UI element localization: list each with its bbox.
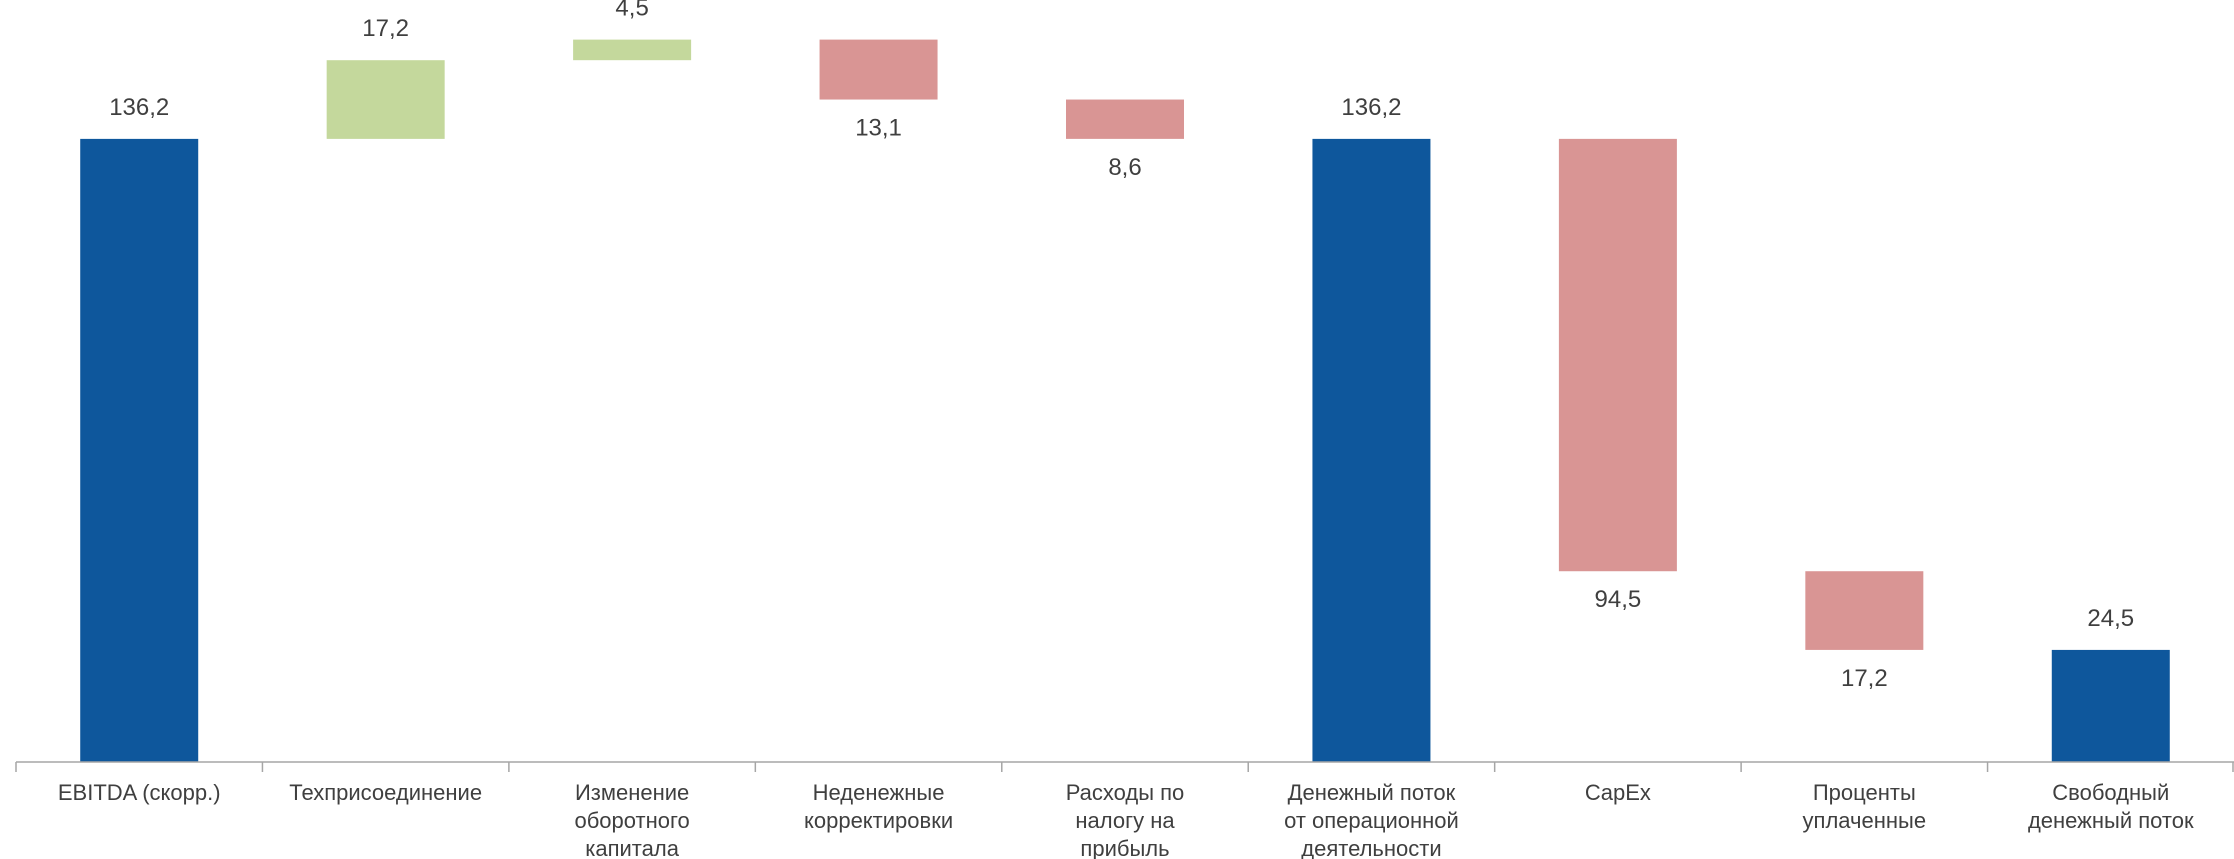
bar-increase <box>573 39 692 61</box>
data-label: 136,2 <box>109 94 169 121</box>
category-label: Расходы по налогу на прибыль <box>1066 780 1185 859</box>
category-label: CapEx <box>1585 780 1651 805</box>
data-label: 136,2 <box>1341 94 1401 121</box>
x-axis <box>15 761 2234 772</box>
category-label: Проценты уплаченные <box>1803 780 1927 833</box>
bars-layer <box>80 39 2170 762</box>
category-label: Техприсоединение <box>289 780 482 805</box>
data-label: 4,5 <box>615 0 648 22</box>
bar-decrease <box>1805 571 1924 650</box>
category-label: Неденежные корректировки <box>804 780 953 833</box>
data-label: 94,5 <box>1595 586 1642 613</box>
data-label: 8,6 <box>1108 154 1141 181</box>
data-label: 24,5 <box>2087 605 2134 632</box>
value-labels-layer: 136,2 17,2 4,5 13,1 8,6 136,2 94,5 17,2 24,5 <box>109 0 2134 692</box>
data-label: 13,1 <box>855 115 902 142</box>
category-label: Денежный поток от операционной деятельност… <box>1284 780 1459 859</box>
category-labels-layer: EBITDA (скорр.) Техприсоединение Изменение… <box>58 780 2194 859</box>
category-label: EBITDA (скорр.) <box>58 780 221 805</box>
bar-decrease <box>819 39 938 100</box>
bar-total <box>1312 138 1431 762</box>
bar-increase <box>326 60 445 139</box>
category-label: Изменение оборотного капитала <box>574 780 689 859</box>
bar-decrease <box>1558 138 1677 572</box>
category-label: Свободный денежный поток <box>2028 780 2194 833</box>
bar-total <box>2051 649 2170 762</box>
bar-decrease <box>1066 99 1184 139</box>
bar-total <box>80 138 199 762</box>
data-label: 17,2 <box>362 15 409 42</box>
data-label: 17,2 <box>1841 665 1888 692</box>
